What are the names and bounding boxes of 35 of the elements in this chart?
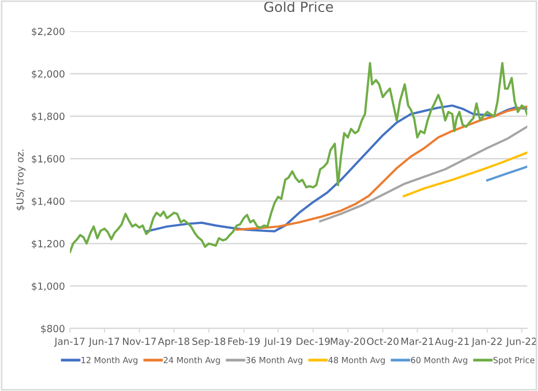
- legend-label: 24 Month Avg: [164, 356, 220, 365]
- line-series: [145, 104, 528, 233]
- legend-label: 60 Month Avg: [411, 356, 468, 365]
- y-tick-label: $800: [41, 324, 64, 334]
- x-tick-label: Jul-19: [264, 337, 292, 347]
- legend-label: 48 Month Avg: [328, 356, 385, 365]
- y-tick-label: $1,800: [32, 112, 64, 122]
- line-series: [402, 152, 528, 198]
- y-tick-label: $1,200: [32, 240, 64, 249]
- y-tick-label: $2,000: [32, 70, 64, 79]
- y-tick-label: $1,600: [32, 154, 64, 164]
- x-tick-label: Jun-17: [88, 338, 120, 347]
- y-tick-label: $1,400: [32, 197, 64, 206]
- x-tick-label: Aug-21: [434, 338, 469, 347]
- y-tick-label: $2,200: [32, 28, 64, 36]
- line-series: [319, 126, 528, 222]
- legend-label: Spot Price: [493, 356, 534, 365]
- x-tick-label: Sep-18: [192, 338, 226, 347]
- x-tick-label: May-20: [330, 338, 366, 347]
- x-tick-label: Jun-22: [506, 338, 536, 347]
- x-tick-label: Jan-17: [54, 338, 85, 347]
- y-tick-label: $1,000: [32, 282, 64, 292]
- x-tick-label: Nov-17: [123, 338, 156, 345]
- legend-label: 12 Month Avg: [82, 356, 138, 365]
- x-tick-label: Feb-19: [228, 337, 260, 345]
- x-tick-label: Oct-20: [367, 338, 399, 345]
- x-tick-label: Dec-19: [296, 338, 330, 345]
- chart-title: Gold Price: [264, 1, 333, 12]
- line-series: [236, 106, 528, 231]
- line-series: [70, 62, 528, 254]
- x-tick-label: Mar-21: [401, 338, 434, 345]
- legend-label: 36 Month Avg: [246, 356, 302, 365]
- y-axis-title: $US/ troy oz.: [16, 150, 26, 210]
- x-tick-label: Jan-22: [471, 338, 502, 347]
- x-tick-label: Apr-18: [158, 338, 190, 347]
